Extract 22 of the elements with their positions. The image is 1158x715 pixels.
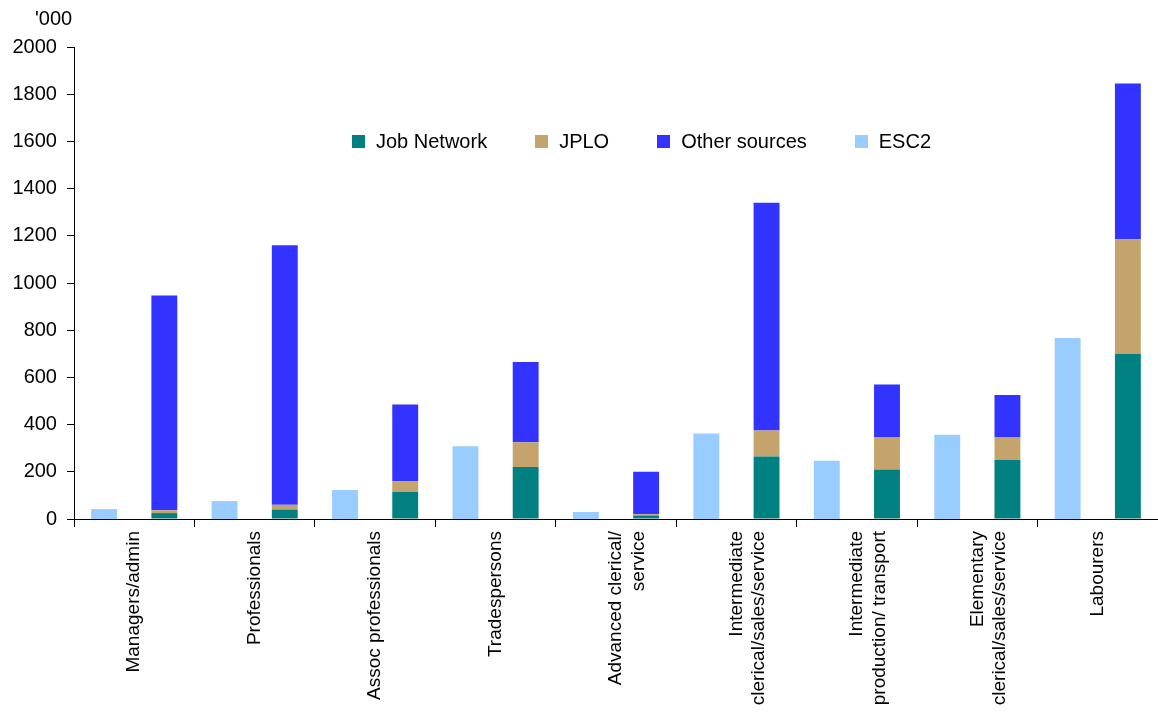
y-tick-label: 800 (23, 317, 57, 340)
x-tick-label: Tradespersons (483, 531, 505, 658)
y-tick-label: 1000 (12, 270, 57, 293)
x-tick-label: Advanced clerical/ service (604, 530, 649, 686)
legend-label: ESC2 (878, 130, 932, 153)
y-axis-title: '000 (35, 7, 73, 30)
y-tick-label: 1600 (12, 128, 57, 151)
y-tick-label: 1800 (12, 81, 57, 104)
x-tick-label: Labourers (1086, 531, 1108, 617)
y-tick-label: 200 (23, 459, 57, 482)
y-tick-label: 1400 (12, 176, 57, 199)
y-tick-label: 2000 (12, 34, 57, 57)
y-tick-label: 0 (45, 506, 57, 529)
y-tick-label: 1200 (12, 223, 57, 246)
legend-label: JPLO (559, 130, 610, 153)
y-tick-label: 600 (23, 364, 57, 387)
x-tick-label: Professionals (242, 531, 264, 646)
legend-label: Job Network (376, 130, 488, 153)
x-tick-label: Assoc professionals (363, 531, 385, 700)
x-tick-label: Managers/admin (122, 531, 144, 673)
y-tick-label: 400 (23, 412, 57, 435)
legend-label: Other sources (681, 130, 807, 153)
